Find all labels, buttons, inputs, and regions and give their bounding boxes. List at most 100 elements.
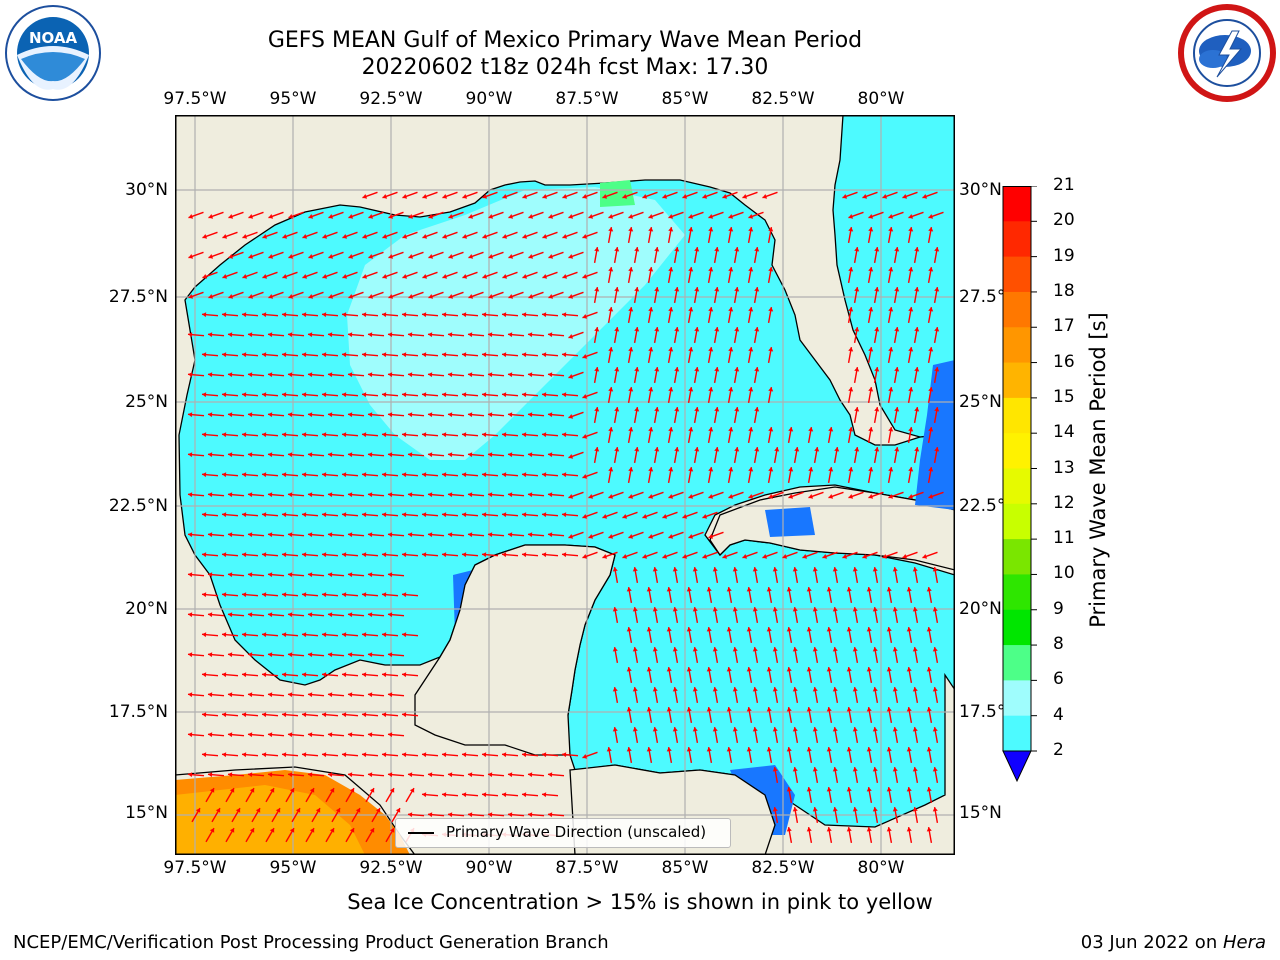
wave-arrow-head (268, 332, 273, 338)
wave-arrow-head (926, 707, 932, 712)
wave-arrow-head (402, 512, 407, 518)
wave-arrow-head (754, 327, 760, 332)
wave-arrow-head (608, 467, 614, 472)
wave-arrow-head (302, 352, 307, 358)
wave-arrow-head (522, 512, 527, 518)
wave-arrow-head (688, 347, 694, 352)
wave-arrow-head (208, 214, 214, 219)
wave-arrow-head (648, 387, 654, 392)
wave-arrow-head (508, 492, 513, 498)
wave-arrow-head (906, 787, 912, 792)
wave-arrow-head (482, 792, 487, 798)
wave-arrow-head (368, 412, 373, 418)
wave-arrow-head (428, 412, 433, 418)
wave-arrow-head (886, 707, 892, 712)
wave-arrow-head (428, 452, 433, 458)
wave-arrow-head (362, 392, 367, 398)
wave-arrow-head (548, 452, 553, 458)
wave-arrow-head (388, 692, 393, 698)
wave-arrow-head (614, 407, 620, 412)
wave-arrow-head (932, 687, 938, 692)
wave-arrow-head (548, 772, 553, 778)
wave-arrow-head (288, 612, 293, 618)
wave-arrow-head (408, 332, 413, 338)
wave-arrow-head (708, 534, 714, 539)
wave-arrow-head (688, 227, 694, 232)
wave-arrow-head (262, 712, 267, 718)
wave-arrow-head (348, 372, 353, 378)
wave-arrow-head (468, 772, 473, 778)
wave-arrow-head (188, 612, 193, 618)
wave-arrow-head (362, 552, 367, 558)
wave-arrow-head (322, 312, 327, 318)
wave-arrow-head (442, 792, 447, 798)
wave-arrow-head (594, 247, 600, 252)
wave-arrow-head (528, 532, 533, 538)
wave-arrow-head (892, 807, 898, 812)
wave-arrow-head (442, 352, 447, 358)
wave-arrow-head (482, 312, 487, 318)
wave-arrow-head (894, 247, 900, 252)
wave-arrow-head (694, 247, 700, 252)
wave-arrow-head (202, 632, 207, 638)
wave-arrow-head (422, 432, 427, 438)
wave-arrow-head (548, 214, 554, 219)
wave-arrow-head (562, 752, 567, 758)
wave-arrow-head (368, 294, 374, 299)
wave-arrow-head (902, 554, 908, 559)
wave-arrow-head (928, 307, 934, 312)
wave-arrow-head (722, 554, 728, 559)
wave-arrow-head (692, 727, 698, 732)
wave-arrow-head (188, 652, 193, 658)
lon-label-bottom-0: 97.5°W (163, 858, 227, 878)
wave-arrow-head (734, 287, 740, 292)
wave-arrow-head (928, 214, 934, 219)
wave-arrow-head (662, 554, 668, 559)
wave-arrow-head (628, 494, 634, 499)
lat-label-right-6: 15°N (959, 803, 1002, 823)
colorbar-segment (1003, 433, 1031, 469)
wave-arrow-head (382, 592, 387, 598)
wave-arrow-head (262, 592, 267, 598)
wave-arrow-head (369, 828, 375, 833)
colorbar-segment (1003, 539, 1031, 575)
lon-label-bottom-2: 92.5°W (359, 858, 423, 878)
wave-arrow-head (228, 572, 233, 578)
wave-arrow-head (388, 452, 393, 458)
wave-arrow-head (852, 567, 858, 572)
lat-label-left-2: 25°N (125, 392, 168, 412)
national-weather-service-logo-icon (1177, 3, 1277, 103)
wave-arrow-head (208, 772, 213, 778)
footer-credit: NCEP/EMC/Verification Post Processing Pr… (13, 932, 609, 953)
wave-arrow-head (368, 452, 373, 458)
wave-arrow-head (632, 647, 638, 652)
wave-arrow-head (222, 274, 228, 279)
wave-arrow-head (482, 472, 487, 478)
wave-arrow-head (806, 707, 812, 712)
wave-arrow-head (654, 407, 660, 412)
wave-arrow-head (728, 227, 734, 232)
wave-arrow-head (502, 512, 507, 518)
wave-arrow-head (642, 194, 648, 199)
wave-arrow-head (282, 234, 288, 239)
wave-arrow-head (482, 552, 487, 558)
wave-arrow-head (342, 432, 347, 438)
wave-arrow-head (754, 447, 760, 452)
colorbar-tick-label: 12 (1053, 492, 1075, 513)
wave-arrow-head (732, 567, 738, 572)
wave-arrow-head (906, 747, 912, 752)
lat-label-left-3: 22.5°N (108, 496, 168, 516)
wave-arrow-head (202, 274, 208, 279)
wave-arrow-head (826, 667, 832, 672)
wave-arrow-head (308, 254, 314, 259)
wave-arrow-head (688, 387, 694, 392)
wave-arrow-head (568, 414, 574, 419)
wave-arrow-head (388, 732, 393, 738)
wave-arrow-head (668, 267, 674, 272)
wave-arrow-head (282, 472, 287, 478)
wave-arrow-head (402, 194, 408, 199)
wave-arrow-head (786, 707, 792, 712)
sea-ice-note-text: Sea Ice Concentration > 15% is shown in … (347, 890, 933, 914)
lat-label-right-0: 30°N (959, 180, 1002, 200)
wave-arrow-head (502, 392, 507, 398)
